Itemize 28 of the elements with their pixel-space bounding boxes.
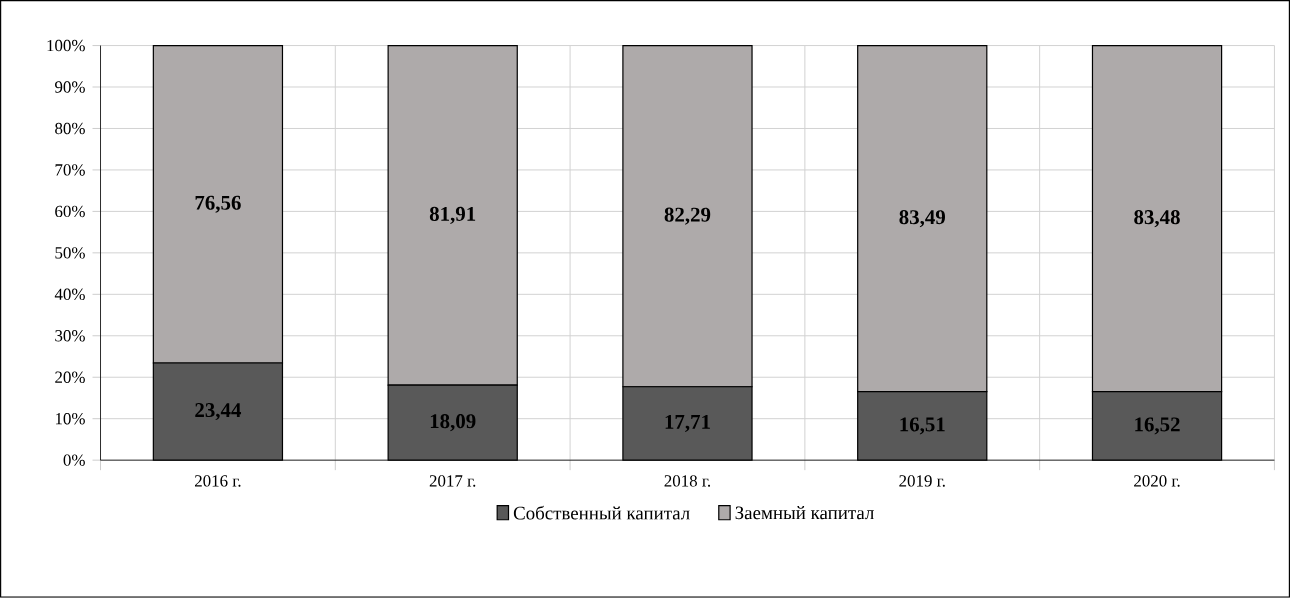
x-tick-label: 2018 г.: [664, 475, 711, 487]
y-tick-label: 100%: [47, 40, 85, 52]
x-tick-label: 2017 г.: [429, 475, 476, 487]
y-tick-label: 80%: [55, 122, 85, 135]
data-label: 82,29: [664, 207, 711, 225]
data-label: 83,48: [1134, 210, 1180, 228]
y-tick-label: 90%: [55, 81, 85, 93]
data-label: 76,56: [195, 195, 241, 213]
y-tick-label: 40%: [54, 288, 85, 301]
data-label: 83,49: [899, 210, 945, 228]
x-tick-label: 2019 г.: [899, 475, 945, 487]
y-tick-label: 20%: [55, 371, 85, 384]
y-tick-label: 70%: [55, 164, 85, 176]
legend-label: Заемный капитал: [735, 506, 874, 520]
data-label: 16,51: [900, 417, 945, 435]
data-label: 16,52: [1135, 417, 1180, 435]
legend-label: Собственный капитал: [513, 505, 690, 520]
x-tick-label: 2016 г.: [194, 475, 241, 487]
data-label: 17,71: [665, 415, 710, 433]
data-label: 18,09: [430, 414, 476, 432]
y-tick-label: 10%: [55, 413, 85, 425]
y-tick-label: 30%: [55, 330, 85, 342]
y-tick-label: 50%: [55, 247, 85, 259]
x-tick-label: 2020 г.: [1134, 475, 1180, 487]
y-tick-label: 0%: [63, 454, 85, 467]
y-tick-label: 60%: [55, 205, 85, 218]
data-label: 81,91: [429, 206, 476, 225]
data-label: 23,44: [195, 403, 242, 421]
